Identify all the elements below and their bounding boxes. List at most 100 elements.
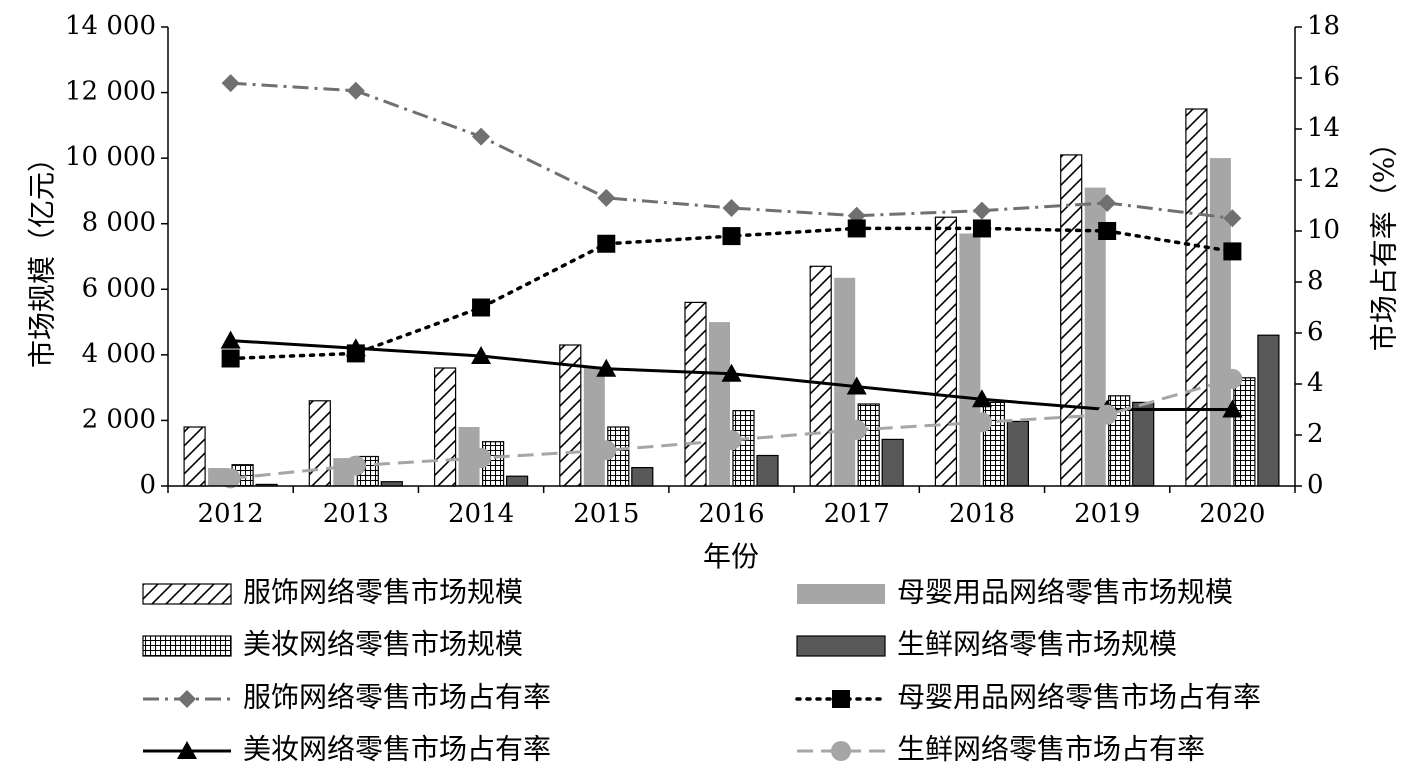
x-tick-label: 2020: [1199, 499, 1265, 529]
y-tick-label: 6 000: [82, 273, 156, 303]
legend-marker: [831, 741, 851, 761]
point-s1-2019: [1098, 222, 1117, 240]
y-tick-label: 2 000: [82, 404, 156, 434]
legend-marker: [177, 741, 197, 759]
bar-s0-2020: [1185, 108, 1208, 487]
y-tick-label: 10 000: [65, 142, 156, 172]
point-s1-2018: [972, 219, 991, 238]
point-s2-2016: [721, 363, 742, 382]
legend-item: 服饰网络零售市场规模: [142, 576, 523, 609]
point-s3-2012: [220, 468, 241, 489]
x-tick-label: 2018: [949, 499, 1015, 529]
point-s2-2015: [596, 358, 617, 377]
y2-tick-label: 16: [1307, 62, 1340, 92]
point-s2-2017: [846, 376, 867, 395]
bar-s3-2017: [881, 438, 904, 487]
x-tick-label: 2016: [698, 499, 764, 529]
y2-axis-title: 市场占有率（%）: [1368, 129, 1401, 352]
point-s3-2020: [1222, 368, 1243, 389]
point-s1-2017: [847, 219, 866, 238]
point-s3-2019: [1097, 404, 1118, 425]
point-s2-2014: [471, 345, 492, 364]
legend-item: 美妆网络零售市场占有率: [143, 733, 551, 766]
y2-tick-label: 8: [1307, 266, 1324, 296]
point-s3-2017: [846, 419, 867, 440]
bar-s1-2014: [458, 427, 480, 486]
legend-item: 美妆网络零售市场规模: [142, 628, 523, 661]
point-s1-2015: [597, 234, 616, 253]
point-s2-2018: [971, 389, 992, 408]
point-s0-2016: [722, 199, 741, 218]
point-s0-2012: [221, 74, 240, 93]
y-tick-label: 8 000: [82, 208, 156, 238]
point-s0-2013: [346, 81, 365, 100]
bar-s3-2015: [631, 467, 654, 487]
legend-item: 服饰网络零售市场占有率: [143, 681, 551, 714]
point-s0-2018: [972, 201, 991, 220]
bars-layer: [183, 108, 1280, 487]
x-tick-label: 2015: [573, 499, 639, 529]
x-tick-label: 2013: [323, 499, 389, 529]
bar-s1-2017: [834, 277, 856, 486]
legend-item: 生鲜网络零售市场规模: [796, 628, 1177, 661]
bar-s1-2016: [709, 322, 730, 486]
bar-s3-2019: [1132, 401, 1155, 487]
bar-s0-2012: [183, 426, 206, 487]
legend-label: 生鲜网络零售市场规模: [897, 628, 1177, 661]
legend-marker: [178, 690, 196, 708]
y-axis-title: 市场规模（亿元）: [26, 144, 59, 368]
y-tick-label: 4 000: [82, 339, 156, 369]
y2-tick-label: 12: [1307, 164, 1340, 194]
point-s3-2018: [971, 412, 992, 433]
ticks-layer: 0 2 000 4 000 6 000 8 000 10 000 12 000 14 000 0…: [65, 11, 1340, 529]
y2-tick-label: 4: [1307, 368, 1324, 398]
point-s3-2015: [596, 440, 617, 461]
legend-label: 生鲜网络零售市场占有率: [897, 733, 1205, 766]
bar-s0-2014: [434, 367, 457, 487]
x-tick-label: 2014: [448, 499, 514, 529]
point-s3-2013: [345, 455, 366, 476]
legend-label: 母婴用品网络零售市场规模: [897, 576, 1233, 609]
x-tick-label: 2012: [198, 499, 264, 529]
point-s0-2015: [597, 188, 616, 207]
point-s1-2016: [722, 227, 741, 246]
legend-swatch: [797, 584, 885, 604]
legend-label: 美妆网络零售市场占有率: [243, 733, 551, 766]
bar-s1-2018: [959, 233, 981, 486]
point-s3-2016: [721, 430, 742, 451]
y2-tick-label: 14: [1307, 113, 1340, 143]
line-series-0: [230, 81, 1233, 220]
point-s0-2019: [1098, 193, 1117, 212]
legend-item: 生鲜网络零售市场占有率: [797, 733, 1205, 766]
legend-label: 美妆网络零售市场规模: [243, 628, 523, 661]
legend-item: 母婴用品网络零售市场占有率: [795, 681, 1261, 714]
bar-s2-2020: [1233, 377, 1256, 487]
point-s3-2014: [471, 447, 492, 468]
point-s2-2013: [345, 338, 366, 357]
legend-label: 服饰网络零售市场规模: [243, 576, 523, 609]
y2-tick-label: 6: [1307, 317, 1324, 347]
bar-s3-2020: [1257, 334, 1280, 487]
bar-s0-2017: [809, 265, 832, 487]
x-tick-label: 2019: [1074, 499, 1140, 529]
legend-swatch: [142, 583, 232, 605]
y2-tick-label: 2: [1307, 419, 1324, 449]
point-s2-2020: [1222, 399, 1243, 418]
y2-tick-label: 0: [1307, 470, 1324, 500]
legend-swatch: [142, 635, 232, 657]
bar-s1-2015: [583, 366, 605, 486]
bar-s3-2018: [1006, 420, 1030, 487]
bar-s3-2016: [756, 454, 779, 487]
legend-marker: [832, 690, 850, 708]
bar-s2-2017: [857, 403, 880, 487]
point-s1-2020: [1223, 242, 1242, 261]
bar-s0-2013: [308, 400, 331, 487]
y-tick-label: 0: [139, 470, 156, 500]
bar-s0-2018: [934, 216, 958, 487]
y-tick-label: 14 000: [65, 11, 156, 41]
x-tick-label: 2017: [824, 499, 890, 529]
axes-layer: [167, 27, 1296, 487]
x-axis-title: 年份: [703, 540, 759, 573]
point-s0-2014: [472, 127, 491, 146]
